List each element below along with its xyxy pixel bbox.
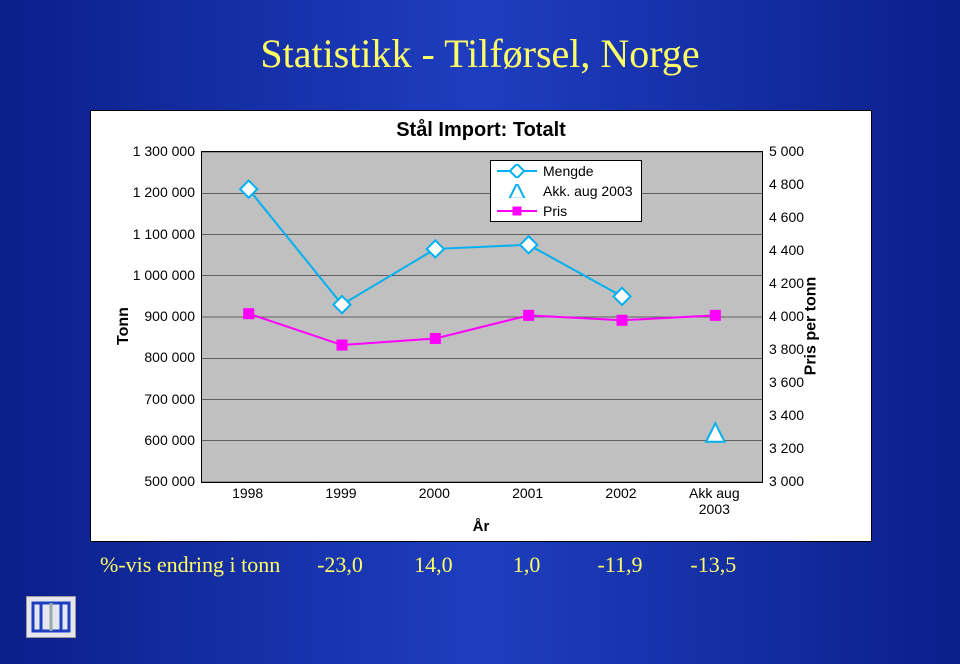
x-tick: 2001	[483, 485, 573, 501]
plot-svg	[202, 152, 762, 482]
x-tick: 1999	[296, 485, 386, 501]
legend-label: Pris	[543, 203, 567, 219]
y-right-axis-label: Pris per tonn	[803, 277, 821, 376]
legend-swatch	[497, 204, 537, 218]
legend-item: Pris	[491, 201, 641, 221]
slide-title: Statistikk - Tilførsel, Norge	[0, 30, 960, 77]
x-tick: 2002	[576, 485, 666, 501]
legend-label: Akk. aug 2003	[543, 183, 633, 199]
legend-swatch	[497, 184, 537, 198]
footer-value: -13,5	[683, 552, 743, 578]
legend-item: Mengde	[491, 161, 641, 181]
x-tick: Akk aug 2003	[669, 485, 759, 517]
x-axis-label: År	[91, 518, 871, 535]
footer-value: -11,9	[590, 552, 650, 578]
chart-frame: Stål Import: Totalt 500 000600 000700 00…	[90, 110, 872, 542]
y-left-axis-label: Tonn	[115, 307, 133, 345]
footer-value: 14,0	[403, 552, 463, 578]
x-tick: 1998	[203, 485, 293, 501]
legend-item: Akk. aug 2003	[491, 181, 641, 201]
x-tick: 2000	[389, 485, 479, 501]
logo-icon	[26, 596, 76, 638]
footer-value: 1,0	[497, 552, 557, 578]
footer-label: %-vis endring i tonn	[100, 552, 280, 578]
footer-value: -23,0	[310, 552, 370, 578]
legend-swatch	[497, 164, 537, 178]
plot-area: Mengde Akk. aug 2003 Pris	[201, 151, 763, 483]
legend-label: Mengde	[543, 163, 594, 179]
slide: Statistikk - Tilførsel, Norge Stål Impor…	[0, 0, 960, 664]
legend: Mengde Akk. aug 2003 Pris	[490, 160, 642, 222]
